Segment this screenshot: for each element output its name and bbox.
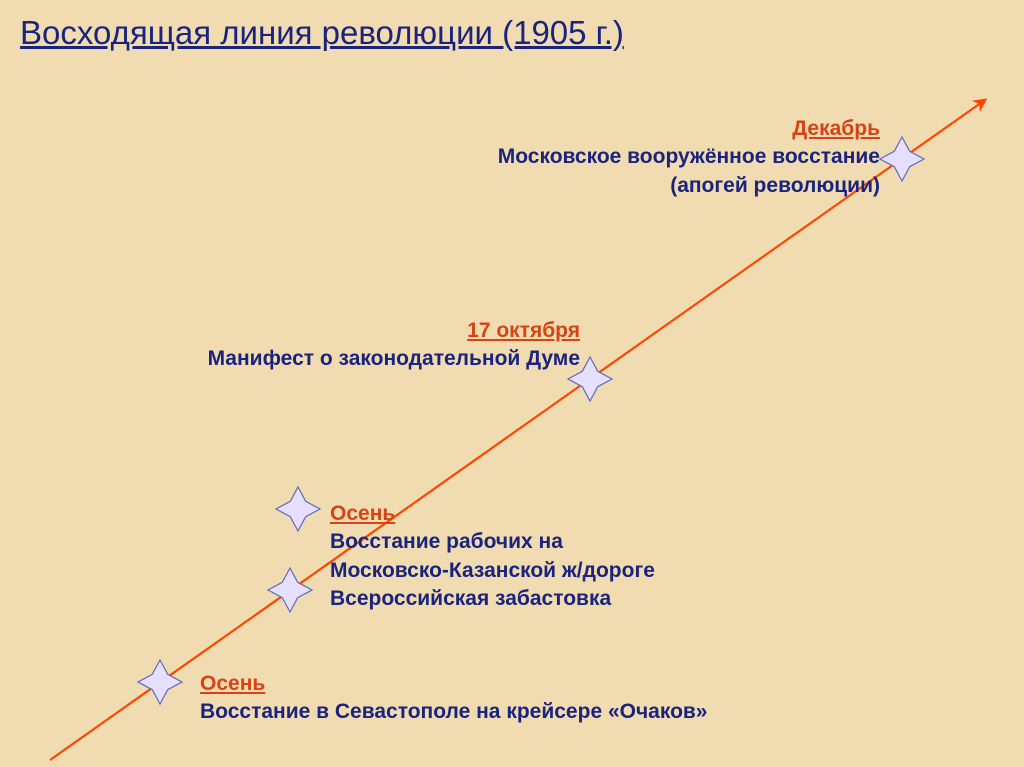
- star-marker-1: [138, 660, 182, 704]
- star-marker-3: [276, 487, 320, 531]
- event-desc-line: Московско-Казанской ж/дороге: [330, 557, 830, 585]
- event-desc-line: Восстание рабочих на: [330, 528, 830, 556]
- event-e3: 17 октябряМанифест о законодательной Дум…: [60, 317, 580, 374]
- event-date: 17 октября: [60, 317, 580, 345]
- star-marker-5: [880, 137, 924, 181]
- event-desc-line: Восстание в Севастополе на крейсере «Оча…: [200, 698, 800, 726]
- event-desc-line: Всероссийская забастовка: [330, 585, 830, 613]
- slide-title: Восходящая линия революции (1905 г.): [20, 14, 624, 52]
- event-desc-line: (апогей революции): [340, 172, 880, 200]
- event-desc-line: Московское вооружённое восстание: [340, 143, 880, 171]
- stars-group: [138, 137, 924, 704]
- event-e2: ОсеньВосстание рабочих наМосковско-Казан…: [330, 500, 830, 613]
- event-e4: ДекабрьМосковское вооружённое восстание(…: [340, 115, 880, 200]
- star-marker-2: [268, 568, 312, 612]
- event-desc-line: Манифест о законодательной Думе: [60, 345, 580, 373]
- event-date: Декабрь: [340, 115, 880, 143]
- event-e1: ОсеньВосстание в Севастополе на крейсере…: [200, 670, 800, 727]
- slide-canvas: Восходящая линия революции (1905 г.) Осе…: [0, 0, 1024, 767]
- event-date: Осень: [330, 500, 830, 528]
- event-date: Осень: [200, 670, 800, 698]
